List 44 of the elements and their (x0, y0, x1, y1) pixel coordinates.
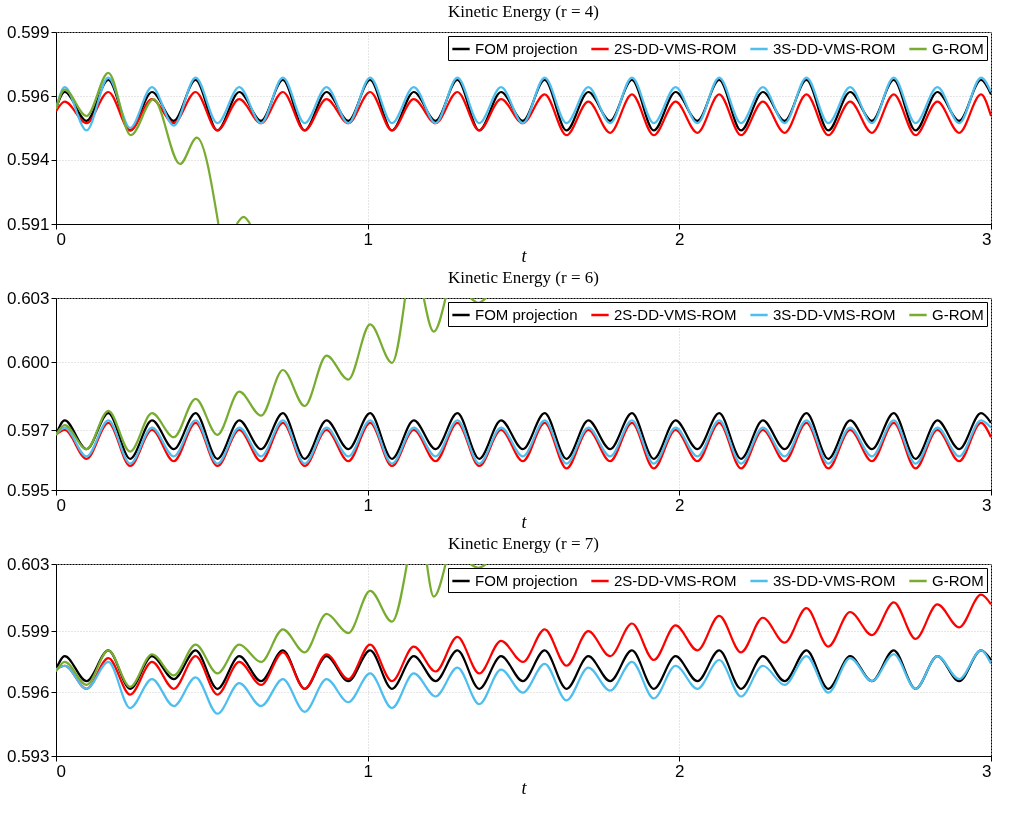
x-tick-label: 2 (675, 761, 685, 781)
y-tick-label: 0.603 (6, 554, 50, 574)
legend-label: G-ROM (932, 306, 984, 323)
x-tick-label: 1 (363, 761, 373, 781)
x-tick-label: 3 (982, 495, 992, 515)
line-series (56, 90, 991, 137)
chart-title: Kinetic Energy (r = 4) (448, 2, 599, 21)
y-tick-label: 0.596 (6, 682, 50, 702)
chart-title: Kinetic Energy (r = 6) (448, 268, 599, 287)
x-tick-label: 0 (56, 495, 66, 515)
legend-label: FOM projection (475, 572, 578, 589)
legend-label: G-ROM (932, 572, 984, 589)
y-tick-label: 0.599 (6, 621, 50, 641)
y-tick-label: 0.591 (6, 214, 50, 234)
x-axis-title: t (521, 511, 528, 532)
legend-label: FOM projection (475, 306, 578, 323)
x-axis-title: t (521, 245, 528, 266)
line-series (56, 649, 991, 715)
legend-label: G-ROM (932, 40, 984, 57)
legend-label: 2S-DD-VMS-ROM (614, 306, 737, 323)
x-axis-title: t (521, 777, 528, 798)
x-tick-label: 3 (982, 229, 992, 249)
y-tick-label: 0.599 (6, 22, 50, 42)
legend-label: 2S-DD-VMS-ROM (614, 572, 737, 589)
x-tick-label: 1 (363, 229, 373, 249)
y-tick-label: 0.600 (6, 352, 50, 372)
y-tick-label: 0.596 (6, 86, 50, 106)
x-tick-label: 0 (56, 229, 66, 249)
y-tick-label: 0.597 (6, 420, 50, 440)
x-tick-label: 0 (56, 761, 66, 781)
y-tick-label: 0.595 (6, 480, 50, 500)
x-tick-label: 2 (675, 495, 685, 515)
y-tick-label: 0.594 (6, 150, 50, 170)
legend-label: 3S-DD-VMS-ROM (773, 572, 896, 589)
y-tick-label: 0.603 (6, 288, 50, 308)
legend-label: 3S-DD-VMS-ROM (773, 306, 896, 323)
x-tick-label: 3 (982, 761, 992, 781)
legend-label: 3S-DD-VMS-ROM (773, 40, 896, 57)
x-tick-label: 1 (363, 495, 373, 515)
x-tick-label: 2 (675, 229, 685, 249)
legend-label: 2S-DD-VMS-ROM (614, 40, 737, 57)
legend-label: FOM projection (475, 40, 578, 57)
y-tick-label: 0.593 (6, 746, 50, 766)
chart-title: Kinetic Energy (r = 7) (448, 534, 599, 553)
